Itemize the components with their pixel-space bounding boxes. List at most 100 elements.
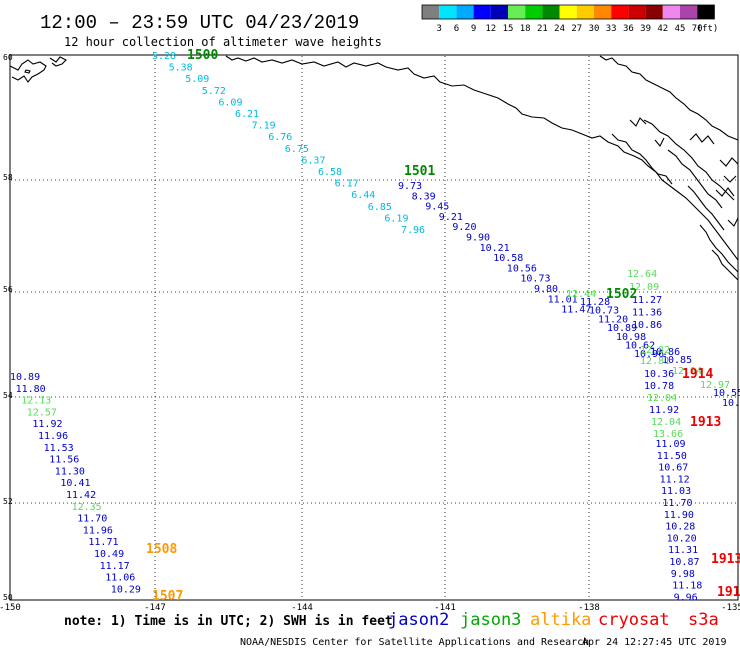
lat-label: 56 [3, 285, 13, 294]
wave-height-label: 5.38 [169, 63, 193, 74]
scale-swatch [594, 5, 612, 19]
wave-height-label: 11.30 [55, 466, 85, 477]
wave-height-label: 10.62 [625, 341, 655, 352]
lat-label: 52 [3, 497, 13, 506]
lon-label: -141 [434, 603, 456, 613]
legend-s3a: s3a [688, 610, 719, 630]
wave-height-label: 10.58 [493, 253, 523, 264]
wave-height-label: 12.04 [651, 417, 681, 428]
lon-label: -135 [721, 603, 740, 613]
wave-height-label: 1507 [152, 589, 183, 604]
scale-border [421, 4, 715, 20]
lat-label: 50 [3, 593, 13, 602]
wave-height-label: 1913 [690, 415, 721, 430]
wave-height-label: 11.03 [661, 486, 691, 497]
wave-height-label: 12.82 [640, 345, 670, 356]
lat-label: 54 [3, 391, 13, 400]
wave-height-label: 10.73 [520, 274, 550, 285]
wave-height-label: 11.90 [664, 510, 694, 521]
wave-height-label: 6.09 [218, 97, 242, 108]
wave-height-label: 13.66 [653, 429, 683, 440]
scale-unit: (ft) [697, 24, 719, 34]
footer-timestamp: Apr 24 12:27:45 UTC 2019 [582, 637, 727, 648]
wave-height-label: 11.06 [105, 573, 135, 584]
scale-label: 9 [471, 24, 476, 34]
wave-height-label: 9.73 [398, 181, 422, 192]
scale-swatch [628, 5, 646, 19]
wave-height-label: 12.13 [21, 396, 51, 407]
wave-height-label: 10.86 [632, 320, 662, 331]
scale-swatch [490, 5, 508, 19]
map-frame [9, 54, 739, 601]
scale-swatch [542, 5, 560, 19]
wave-height-label: 9.45 [425, 202, 449, 213]
wave-height-label: 6.19 [384, 213, 408, 224]
wave-height-label: 10.86 [650, 347, 680, 358]
wave-height-label: 12.04 [647, 393, 677, 404]
lon-label: -144 [291, 603, 313, 613]
scale-swatch [611, 5, 629, 19]
wave-height-label: 10.41 [60, 478, 90, 489]
wave-height-label: 10.56 [507, 263, 537, 274]
wave-height-label: 11.36 [632, 308, 662, 319]
wave-height-label: 11.50 [657, 451, 687, 462]
wave-height-label: 5.72 [202, 86, 226, 97]
scale-label: 18 [520, 24, 531, 34]
scale-label: 33 [606, 24, 617, 34]
wave-height-label: 12.35 [72, 502, 102, 513]
axis-labels: 60 58 56 54 52 50-150 -147 -144 -141 -138 -135 [0, 53, 740, 613]
wave-height-label: 12.97 [700, 380, 730, 391]
wave-height-label: 9.21 [439, 212, 463, 223]
scale-swatch [439, 5, 457, 19]
wave-height-label: 10.87 [669, 557, 699, 568]
footer-credit: NOAA/NESDIS Center for Satellite Applica… [240, 637, 589, 648]
scale-swatch [422, 5, 440, 19]
wave-height-label: 1501 [404, 164, 435, 179]
wave-height-label: 7.19 [252, 121, 276, 132]
legend-altika: altika [530, 610, 591, 630]
wave-height-label: 1913 [711, 552, 740, 567]
wave-height-label: 11.01 [548, 294, 578, 305]
wave-height-label: 11.28 [580, 297, 610, 308]
wave-height-label: 11.71 [88, 537, 118, 548]
page-title: 12:00 – 23:59 UTC 04/23/2019 [40, 12, 359, 34]
scale-label: 39 [640, 24, 651, 34]
lat-label: 58 [3, 173, 13, 182]
scale-swatch [662, 5, 680, 19]
wave-height-label: 10.36 [644, 369, 674, 380]
wave-height-label: 9.98 [671, 569, 695, 580]
wave-height-label: 6.75 [285, 144, 309, 155]
scale-label: 36 [623, 24, 634, 34]
wave-height-label: 10.78 [644, 381, 674, 392]
wave-height-label: 10.55 [713, 388, 740, 399]
scale-swatch [697, 5, 715, 19]
scale-swatch [473, 5, 491, 19]
wave-height-label: 11.56 [49, 455, 79, 466]
wave-height-label: 11.47 [561, 305, 591, 316]
wave-height-label: 10.89 [607, 323, 637, 334]
wave-height-label: 11.92 [32, 419, 62, 430]
wave-height-label: 10.89 [10, 372, 40, 383]
wave-height-label: 6.58 [318, 167, 342, 178]
wave-height-label: 11.18 [672, 581, 702, 592]
wave-height-label: 10.28 [665, 522, 695, 533]
wave-height-label: 6.17 [335, 179, 359, 190]
scale-swatch [559, 5, 577, 19]
lon-label: -150 [0, 603, 21, 613]
wave-height-label: 10.98 [616, 332, 646, 343]
wave-height-label: 12.57 [27, 407, 57, 418]
wave-height-label: 10.67 [658, 463, 688, 474]
wave-height-label: 9.96 [674, 592, 698, 603]
legend-cryosat: cryosat [598, 610, 670, 630]
wave-height-label: 10.49 [94, 549, 124, 560]
wave-height-label: 10.20 [667, 533, 697, 544]
wave-height-label: 1914 [682, 367, 713, 382]
lat-label: 60 [3, 53, 13, 62]
wave-height-label: 11.27 [632, 295, 662, 306]
wave-height-label: 6.37 [301, 155, 325, 166]
wave-height-label: 11.17 [100, 561, 130, 572]
scale-label: 21 [537, 24, 548, 34]
wave-height-label: 5.09 [185, 74, 209, 85]
wave-height-label: 11.12 [660, 474, 690, 485]
scale-swatch [456, 5, 474, 19]
